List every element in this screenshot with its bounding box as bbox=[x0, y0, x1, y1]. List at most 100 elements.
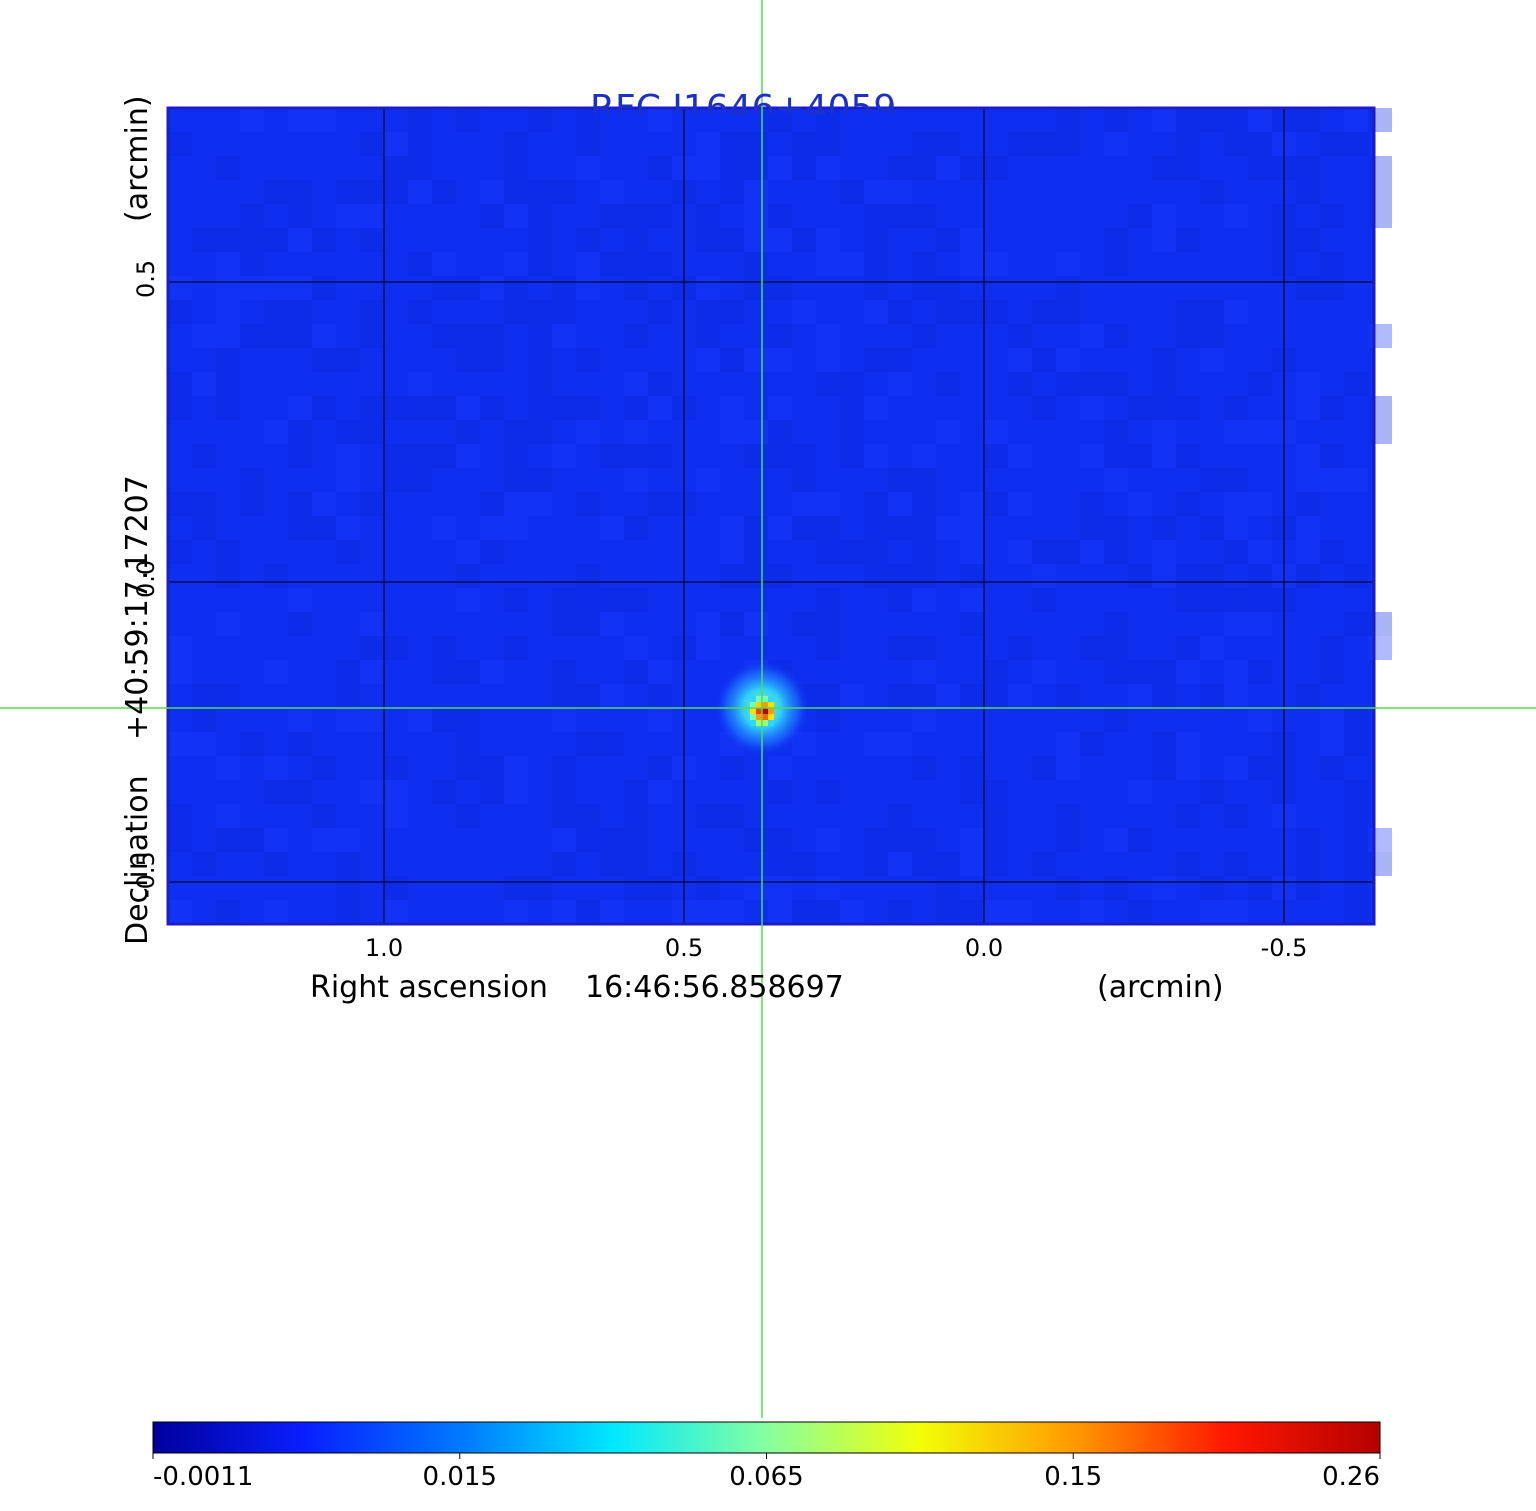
noise-cell bbox=[720, 804, 744, 828]
noise-cell bbox=[960, 228, 984, 252]
noise-cell bbox=[960, 852, 984, 876]
noise-cell bbox=[936, 228, 960, 252]
noise-cell bbox=[936, 516, 960, 540]
colorbar-tick-label: 0.065 bbox=[729, 1462, 804, 1492]
noise-cell bbox=[1224, 132, 1248, 156]
noise-cell bbox=[432, 252, 456, 276]
noise-cell bbox=[840, 252, 864, 276]
noise-cell bbox=[408, 108, 432, 132]
noise-cell bbox=[1080, 444, 1104, 468]
noise-cell bbox=[480, 180, 504, 204]
noise-cell bbox=[1056, 732, 1080, 756]
noise-cell bbox=[576, 804, 600, 828]
noise-cell bbox=[552, 780, 576, 804]
noise-cell bbox=[960, 612, 984, 636]
noise-cell bbox=[768, 324, 792, 348]
noise-cell bbox=[624, 828, 648, 852]
noise-cell bbox=[888, 372, 912, 396]
noise-cell bbox=[1224, 756, 1248, 780]
noise-cell bbox=[456, 348, 480, 372]
source-pixel bbox=[768, 708, 774, 714]
noise-cell bbox=[504, 252, 528, 276]
noise-cell bbox=[1224, 516, 1248, 540]
noise-cell bbox=[384, 180, 408, 204]
noise-cell bbox=[504, 876, 528, 900]
image-field bbox=[168, 108, 1374, 924]
noise-cell bbox=[432, 660, 456, 684]
noise-cell bbox=[1152, 564, 1176, 588]
noise-cell bbox=[648, 492, 672, 516]
x-axis-label-prefix: Right ascension bbox=[310, 970, 548, 1005]
noise-cell bbox=[648, 876, 672, 900]
noise-cell bbox=[960, 564, 984, 588]
noise-cell bbox=[1152, 156, 1176, 180]
x-axis-label-center: 16:46:56.858697 bbox=[585, 970, 844, 1005]
noise-cell bbox=[216, 684, 240, 708]
noise-cell bbox=[1176, 852, 1200, 876]
noise-cell bbox=[960, 492, 984, 516]
noise-cell bbox=[744, 252, 768, 276]
noise-cell bbox=[864, 300, 888, 324]
noise-cell bbox=[888, 588, 912, 612]
noise-cell bbox=[1056, 828, 1080, 852]
noise-cell bbox=[912, 444, 936, 468]
noise-cell bbox=[1008, 348, 1032, 372]
noise-cell bbox=[552, 660, 576, 684]
noise-cell bbox=[264, 228, 288, 252]
noise-cell bbox=[1368, 828, 1392, 852]
noise-cell bbox=[384, 468, 408, 492]
noise-cell bbox=[1296, 444, 1320, 468]
noise-cell bbox=[624, 204, 648, 228]
noise-cell bbox=[1296, 180, 1320, 204]
noise-cell bbox=[1320, 636, 1344, 660]
noise-cell bbox=[720, 612, 744, 636]
noise-cell bbox=[744, 132, 768, 156]
noise-cell bbox=[888, 564, 912, 588]
noise-cell bbox=[168, 636, 192, 660]
source-pixel bbox=[750, 702, 756, 708]
noise-cell bbox=[336, 204, 360, 228]
noise-cell bbox=[912, 564, 936, 588]
noise-cell bbox=[1248, 492, 1272, 516]
noise-cell bbox=[384, 804, 408, 828]
noise-cell bbox=[984, 804, 1008, 828]
noise-cell bbox=[1224, 204, 1248, 228]
noise-cell bbox=[696, 276, 720, 300]
noise-cell bbox=[624, 252, 648, 276]
noise-cell bbox=[408, 444, 432, 468]
noise-cell bbox=[912, 156, 936, 180]
noise-cell bbox=[312, 396, 336, 420]
noise-cell bbox=[1152, 204, 1176, 228]
noise-cell bbox=[1128, 396, 1152, 420]
noise-cell bbox=[960, 252, 984, 276]
plot-frame bbox=[166, 106, 1376, 926]
noise-cell bbox=[1296, 228, 1320, 252]
noise-cell bbox=[216, 804, 240, 828]
noise-cell bbox=[576, 420, 600, 444]
noise-cell bbox=[936, 372, 960, 396]
noise-cell bbox=[1008, 324, 1032, 348]
noise-cell bbox=[1200, 108, 1224, 132]
noise-cell bbox=[1152, 420, 1176, 444]
noise-cell bbox=[336, 660, 360, 684]
noise-cell bbox=[912, 468, 936, 492]
noise-cell bbox=[816, 900, 840, 924]
noise-cell bbox=[888, 300, 912, 324]
noise-cell bbox=[1296, 396, 1320, 420]
noise-cell bbox=[864, 732, 888, 756]
source-pixel bbox=[762, 714, 768, 720]
noise-cell bbox=[360, 300, 384, 324]
noise-cell bbox=[408, 468, 432, 492]
noise-cell bbox=[840, 540, 864, 564]
noise-cell bbox=[504, 444, 528, 468]
noise-cell bbox=[1368, 108, 1392, 132]
noise-cell bbox=[888, 468, 912, 492]
noise-cell bbox=[648, 444, 672, 468]
noise-cell bbox=[912, 660, 936, 684]
noise-cell bbox=[816, 588, 840, 612]
noise-cell bbox=[1152, 756, 1176, 780]
noise-cell bbox=[624, 876, 648, 900]
noise-cell bbox=[1128, 564, 1152, 588]
noise-cell bbox=[552, 300, 576, 324]
